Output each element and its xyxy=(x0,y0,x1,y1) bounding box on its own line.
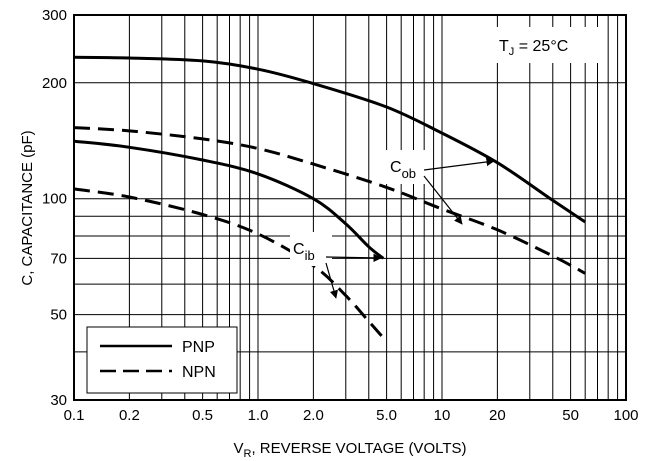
cib-sub: ib xyxy=(305,248,315,263)
cib-annotation: Cib xyxy=(290,232,382,299)
x-axis-label: VR, REVERSE VOLTAGE (VOLTS) xyxy=(233,440,466,460)
x-axis-label-main: V xyxy=(233,440,243,457)
x-tick-label: 100 xyxy=(613,407,638,424)
x-tick-label: 50 xyxy=(562,407,579,424)
legend-box xyxy=(86,326,238,394)
svg-text:Cob: Cob xyxy=(390,159,416,181)
series-line-cob-pnp xyxy=(73,55,587,224)
x-tick-label: 20 xyxy=(489,407,506,424)
y-tick-label: 30 xyxy=(50,392,67,409)
y-axis-label: C, CAPACITANCE (pF) xyxy=(19,130,36,285)
tj-main: T xyxy=(499,38,509,55)
cob-arrow-npn xyxy=(423,175,463,225)
svg-text:TJ = 25°C: TJ = 25°C xyxy=(499,38,568,58)
temperature-annotation: TJ = 25°C xyxy=(492,27,602,63)
plot-frame xyxy=(73,14,627,401)
x-tick-label: 5.0 xyxy=(376,407,397,424)
cob-label-bg xyxy=(385,150,433,184)
cib-arrow-pnp xyxy=(325,253,382,263)
tick-labels: 0.1 0.2 0.5 1.0 2.0 5.0 10 20 50 100 30 50 70 100 200 3… xyxy=(42,7,639,424)
tj-sub: J xyxy=(509,46,515,58)
cob-main: C xyxy=(390,159,402,176)
cob-annotation: Cob xyxy=(385,150,495,225)
y-tick-label: 200 xyxy=(42,75,67,92)
x-axis-label-sub: R xyxy=(244,448,252,460)
cob-sub: ob xyxy=(402,166,416,181)
y-tick-label: 50 xyxy=(50,307,67,324)
y-tick-label: 100 xyxy=(42,191,67,208)
legend-label-pnp: PNP xyxy=(182,339,215,356)
svg-text:Cib: Cib xyxy=(293,241,315,263)
x-tick-label: 0.5 xyxy=(192,407,213,424)
legend-label-npn: NPN xyxy=(182,364,216,381)
y-tick-label: 70 xyxy=(50,250,67,267)
cob-arrow-pnp xyxy=(423,157,495,171)
grid-lines xyxy=(74,15,626,400)
tj-rest: = 25°C xyxy=(514,38,568,55)
cib-main: C xyxy=(293,241,305,258)
series-line-cib-pnp xyxy=(73,139,385,260)
x-tick-label: 0.1 xyxy=(64,407,85,424)
cib-arrow-npn xyxy=(325,262,338,299)
x-tick-label: 1.0 xyxy=(248,407,269,424)
series-line-cob-npn xyxy=(73,126,586,275)
temperature-box xyxy=(492,27,602,63)
series-line-cib-npn xyxy=(73,187,383,337)
legend: PNP NPN xyxy=(86,326,238,394)
cib-label-bg xyxy=(290,232,332,266)
series-group xyxy=(73,55,587,337)
x-tick-label: 10 xyxy=(434,407,451,424)
x-tick-label: 2.0 xyxy=(303,407,324,424)
x-tick-label: 0.2 xyxy=(119,407,140,424)
y-tick-label: 300 xyxy=(42,7,67,24)
x-axis-label-rest: , REVERSE VOLTAGE (VOLTS) xyxy=(251,440,466,457)
